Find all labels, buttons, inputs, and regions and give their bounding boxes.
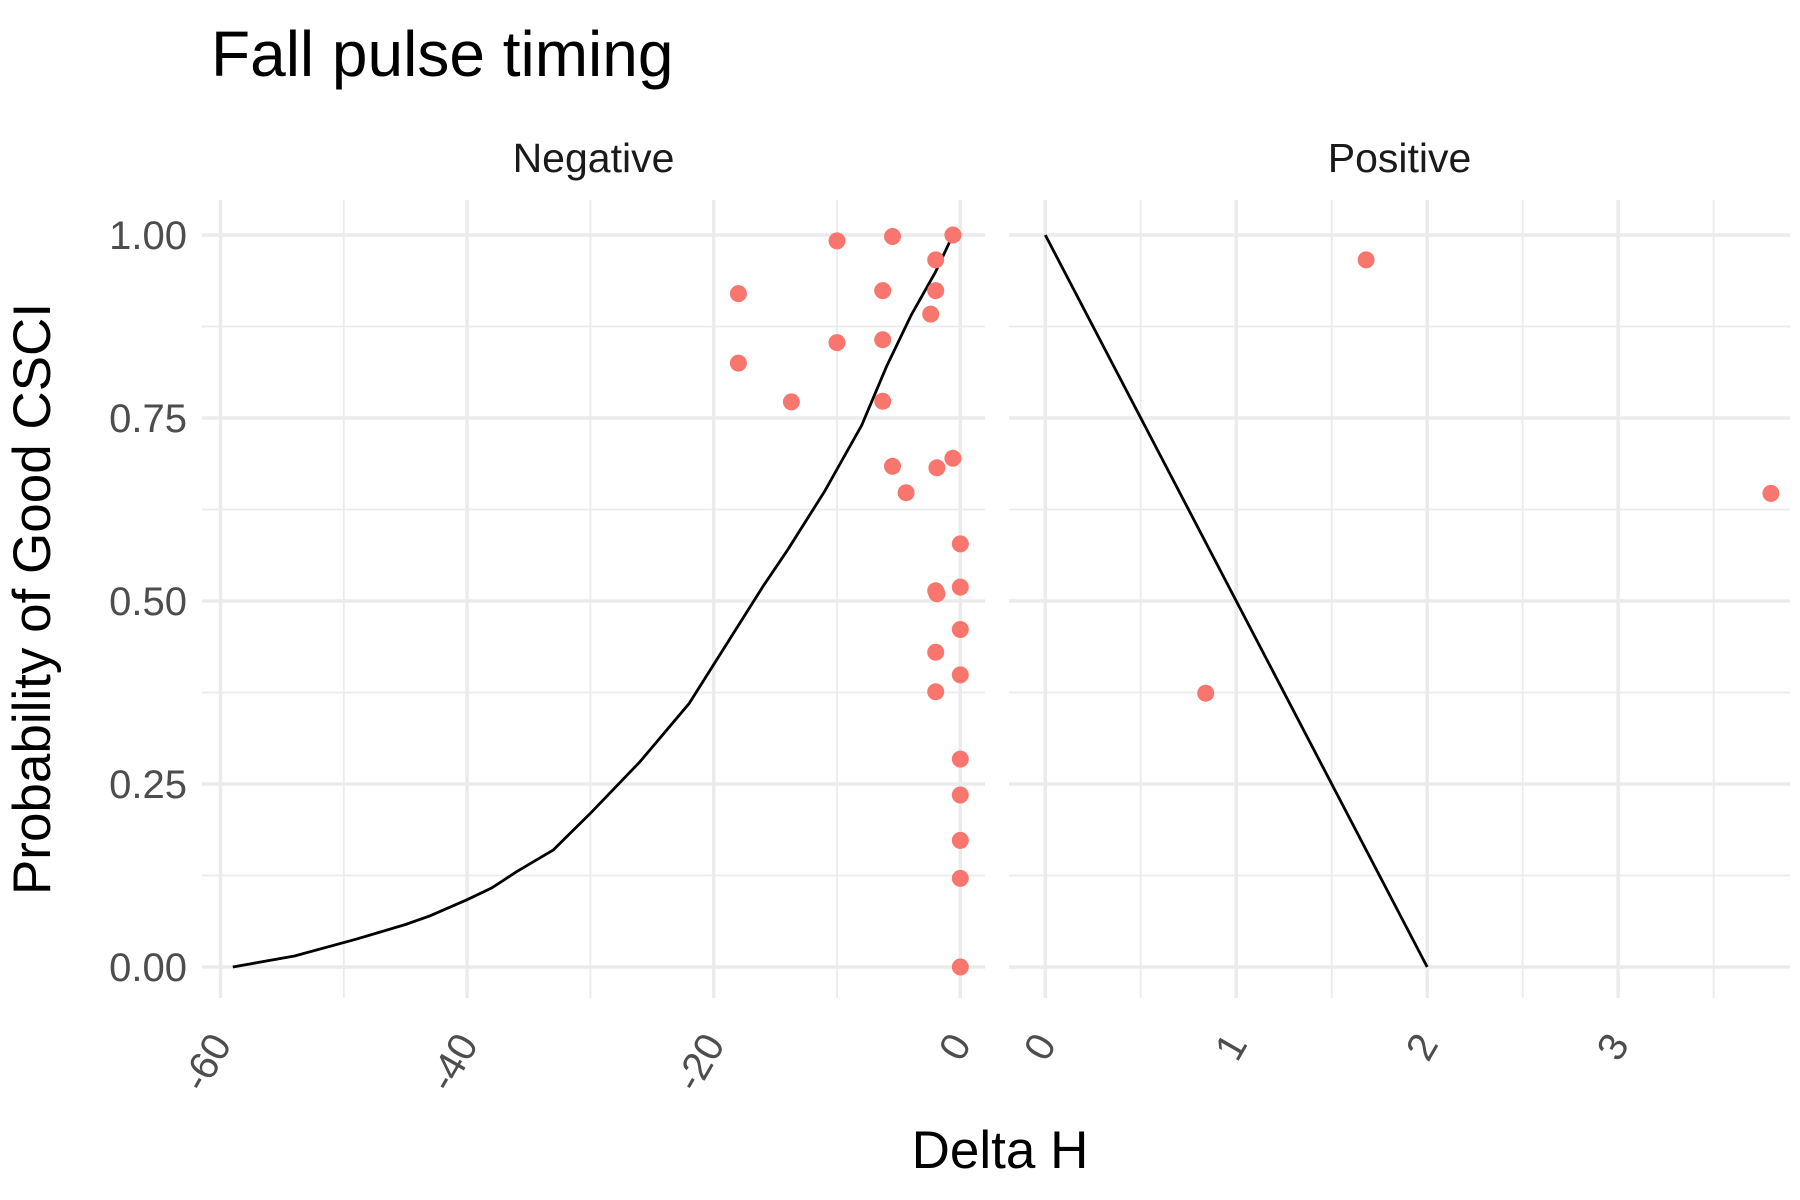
facet-strip-label: Positive [1328,135,1472,181]
data-point [927,643,945,661]
data-point [897,484,915,502]
data-point [927,683,945,701]
y-tick-label: 0.75 [109,397,187,441]
data-point [884,228,901,245]
data-point [874,331,892,349]
panel-negative: Negative -60 -40 -20 0 0.00 0.25 0.50 0.75 1.00 [109,135,985,1099]
x-axis-title: Delta H [912,1121,1089,1180]
facet-strip-label: Negative [513,135,675,181]
x-tick-label: 0 [931,1027,980,1068]
data-point [951,786,969,804]
data-point [944,226,962,244]
data-point [1357,251,1375,269]
x-tick-label: 3 [1589,1027,1638,1068]
data-point [874,282,892,300]
data-point [927,251,945,269]
data-point [951,578,969,596]
data-point [951,750,969,768]
data-point [951,958,969,976]
fitted-line [232,234,955,969]
data-point [828,334,846,352]
y-tick-label: 1.00 [109,214,187,258]
data-point [927,282,945,300]
panels: Negative -60 -40 -20 0 0.00 0.25 0.50 0.75 1.00 Po… [109,135,1790,1099]
data-point [951,831,969,849]
data-point [884,457,901,475]
data-point [928,585,946,603]
data-point [1762,484,1780,502]
data-point [951,621,969,638]
x-tick-label: 0 [1016,1027,1065,1068]
data-point [951,666,969,684]
y-tick-label: 0.25 [109,763,187,807]
data-point [729,285,747,303]
panel-positive: Positive 0 1 2 3 [1009,135,1790,1068]
data-point [1197,684,1215,702]
y-tick-label: 0.50 [109,580,187,624]
x-tick-label: 2 [1398,1027,1447,1068]
x-tick-label: 1 [1207,1027,1256,1068]
data-point [944,449,962,467]
chart-title: Fall pulse timing [211,18,673,90]
data-point [782,393,800,411]
data-point [874,392,892,410]
data-point [828,232,846,250]
data-point [951,535,969,553]
x-tick-label: -60 [173,1027,240,1099]
x-tick-label: -20 [666,1027,733,1099]
data-point [928,459,946,477]
data-point [922,305,940,323]
y-axis-title: Probability of Good CSCI [3,303,62,895]
y-tick-label: 0.00 [109,946,187,990]
data-point [951,869,969,887]
fitted-line [1044,234,1429,968]
x-tick-label: -40 [420,1027,487,1099]
data-point [729,354,747,372]
